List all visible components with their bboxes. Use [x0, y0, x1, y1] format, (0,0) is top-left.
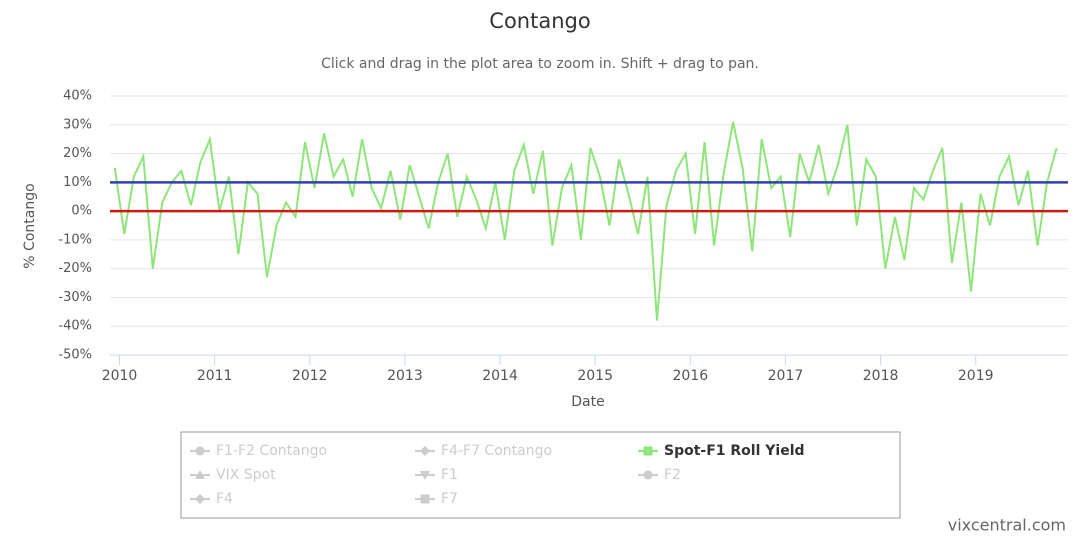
legend-item[interactable]: F2	[638, 467, 681, 483]
legend-symbol	[420, 471, 430, 480]
legend-label: F2	[664, 467, 681, 483]
y-tick-label: 40%	[63, 89, 92, 104]
legend-item[interactable]: F7	[415, 491, 458, 507]
y-tick-label: -50%	[58, 348, 92, 363]
x-tick-label: 2013	[387, 368, 423, 384]
legend-symbol	[195, 446, 205, 456]
legend-label: VIX Spot	[216, 467, 276, 483]
x-tick-label: 2012	[292, 368, 328, 384]
legend-label: F4-F7 Contango	[441, 443, 552, 459]
y-tick-label: -30%	[58, 290, 92, 305]
x-axis-label: Date	[571, 394, 604, 410]
y-tick-label: -20%	[58, 261, 92, 276]
legend-symbol	[420, 446, 430, 456]
x-tick-label: 2015	[577, 368, 613, 384]
x-tick-label: 2014	[482, 368, 518, 384]
y-tick-label: 30%	[63, 117, 92, 132]
y-tick-label: 0%	[71, 204, 92, 219]
legend-label: F4	[216, 491, 233, 507]
y-tick-label: 20%	[63, 146, 92, 161]
legend-label: F7	[441, 491, 458, 507]
legend-item[interactable]: Spot-F1 Roll Yield	[638, 443, 805, 459]
x-tick-label: 2011	[197, 368, 233, 384]
legend-symbol	[195, 494, 205, 504]
legend-box	[180, 431, 901, 519]
legend-label: F1	[441, 467, 458, 483]
credit: vixcentral.com	[948, 516, 1066, 535]
legend-symbol	[420, 494, 430, 504]
x-tick-label: 2017	[768, 368, 804, 384]
chart-title: Contango	[489, 9, 590, 33]
legend-item[interactable]: VIX Spot	[190, 467, 276, 483]
x-tick-label: 2019	[958, 368, 994, 384]
legend-item[interactable]: F4	[190, 491, 233, 507]
legend-symbol	[643, 446, 653, 456]
legend-symbol	[195, 470, 205, 479]
legend-item[interactable]: F1	[415, 467, 458, 483]
y-tick-label: -40%	[58, 319, 92, 334]
legend-item[interactable]: F4-F7 Contango	[415, 443, 552, 459]
x-tick-label: 2018	[863, 368, 899, 384]
y-tick-label: 10%	[63, 175, 92, 190]
data-line	[113, 121, 1058, 321]
y-axis-label: % Contango	[22, 183, 38, 268]
chart-subtitle: Click and drag in the plot area to zoom …	[321, 56, 759, 72]
y-tick-label: -10%	[58, 232, 92, 247]
legend-label: Spot-F1 Roll Yield	[664, 443, 805, 459]
legend-symbol	[643, 470, 653, 480]
legend-label: F1-F2 Contango	[216, 443, 327, 459]
legend-item[interactable]: F1-F2 Contango	[190, 443, 327, 459]
x-tick-label: 2010	[102, 368, 138, 384]
x-tick-label: 2016	[672, 368, 708, 384]
